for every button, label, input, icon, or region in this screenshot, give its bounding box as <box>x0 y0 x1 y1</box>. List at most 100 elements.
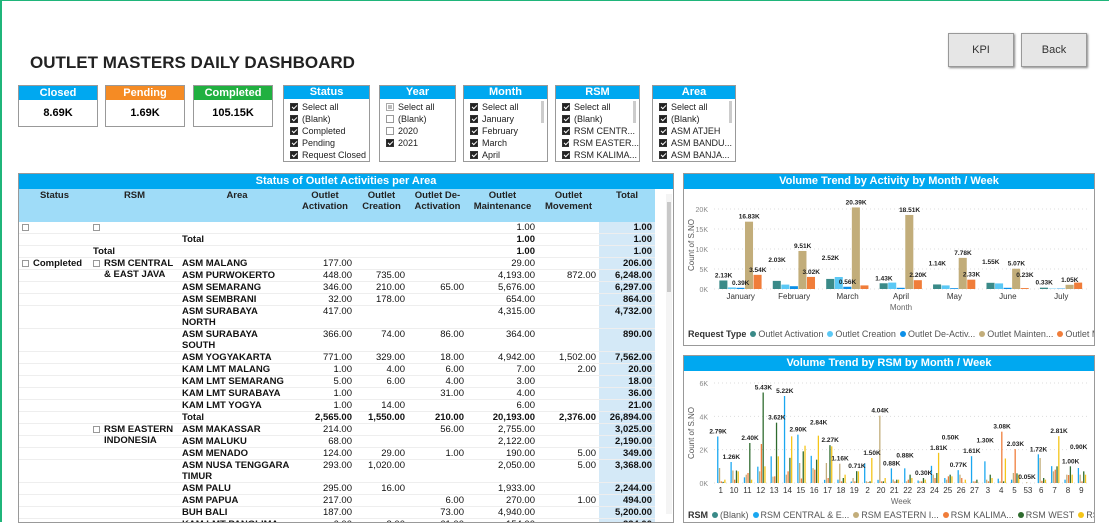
slicer-option[interactable]: (Blank) <box>556 113 639 125</box>
slicer-option[interactable]: Select all <box>380 101 455 113</box>
bar-rsm-central-east-java <box>851 482 852 484</box>
slicer-option[interactable]: (Blank) <box>284 113 369 125</box>
slicer-option[interactable]: Select all <box>464 101 547 113</box>
collapse-icon[interactable] <box>93 260 100 267</box>
checkbox-icon[interactable] <box>386 139 394 147</box>
checkbox-icon[interactable] <box>470 139 478 147</box>
table-cell: 5.00 <box>295 376 355 388</box>
cell-text: 187.00 <box>323 507 352 518</box>
legend-item[interactable]: RSM KALIMA... <box>939 510 1014 520</box>
column-header[interactable]: Outlet Movement <box>538 189 599 222</box>
legend-item[interactable]: (Blank) <box>708 510 749 520</box>
table-scrollbar[interactable] <box>666 194 672 514</box>
x-tick-label: 26 <box>957 486 966 495</box>
checkbox-icon[interactable] <box>290 103 298 111</box>
slicer-option[interactable]: Completed <box>284 125 369 137</box>
legend-item[interactable]: RSM WEST <box>1014 510 1075 520</box>
slicer-option[interactable]: RSM KALIMA... <box>556 149 639 161</box>
slicer-option[interactable]: April <box>464 149 547 161</box>
legend-item[interactable]: Outlet Mainten... <box>975 329 1053 339</box>
option-label: March <box>482 137 507 149</box>
checkbox-icon[interactable] <box>562 115 570 123</box>
y-tick-label: 20K <box>696 207 709 214</box>
slicer-option[interactable]: RSM CENTR... <box>556 125 639 137</box>
checkbox-icon[interactable] <box>562 127 570 135</box>
bar-rsm-central-east-java <box>1038 454 1039 483</box>
legend-item[interactable]: Outlet Mov... <box>1053 329 1095 339</box>
checkbox-icon[interactable] <box>470 115 478 123</box>
column-header[interactable]: Outlet Creation <box>355 189 408 222</box>
checkbox-icon[interactable] <box>659 139 667 147</box>
slicer-option[interactable]: March <box>464 137 547 149</box>
checkbox-icon[interactable] <box>659 103 667 111</box>
column-header[interactable]: Status <box>19 189 90 222</box>
collapse-icon[interactable] <box>22 260 29 267</box>
y-tick-label: 6K <box>699 381 708 388</box>
legend-item[interactable]: RSM CENTRAL & E... <box>749 510 850 520</box>
legend-item[interactable]: Outlet Activation <box>746 329 823 339</box>
column-header[interactable]: Outlet De-Activation <box>408 189 467 222</box>
slicer-option[interactable]: Pending <box>284 137 369 149</box>
column-header[interactable]: Outlet Maintenance <box>467 189 538 222</box>
kpi-button[interactable]: KPI <box>948 33 1014 67</box>
table-cell: 32.00 <box>295 294 355 306</box>
legend-dot-icon <box>1057 331 1063 337</box>
slicer-option[interactable]: ASM ATJEH <box>653 125 735 137</box>
checkbox-icon[interactable] <box>562 139 569 147</box>
bar-rsm-west-java <box>1058 436 1059 483</box>
slicer-option[interactable]: (Blank) <box>653 113 735 125</box>
table-cell <box>355 222 408 234</box>
slicer-option[interactable]: Select all <box>653 101 735 113</box>
collapse-icon[interactable] <box>93 426 100 433</box>
column-header[interactable]: Outlet Activation <box>295 189 355 222</box>
checkbox-icon[interactable] <box>562 103 570 111</box>
slicer-option[interactable]: (Blank) <box>380 113 455 125</box>
bar-rsm-kalimantan <box>948 476 949 483</box>
x-tick-label: 10 <box>730 486 739 495</box>
collapse-icon[interactable] <box>22 224 29 231</box>
slicer-option[interactable]: Request Closed <box>284 149 369 161</box>
slicer-option[interactable]: ASM BANDU... <box>653 137 735 149</box>
checkbox-icon[interactable] <box>290 139 298 147</box>
checkbox-icon[interactable] <box>659 115 667 123</box>
slicer-option[interactable]: ASM BANJA... <box>653 149 735 161</box>
checkbox-icon[interactable] <box>290 127 298 135</box>
checkbox-icon[interactable] <box>470 151 478 159</box>
checkbox-icon[interactable] <box>659 151 667 159</box>
checkbox-icon[interactable] <box>470 127 478 135</box>
column-header[interactable]: Total <box>599 189 655 222</box>
legend-dot-icon <box>827 331 833 337</box>
slicer-option[interactable]: February <box>464 125 547 137</box>
checkbox-icon[interactable] <box>290 151 298 159</box>
slicer-scrollbar[interactable] <box>541 101 544 123</box>
bar-rsm-kalimantan <box>747 473 748 483</box>
legend-item[interactable]: RSM EASTERN I... <box>849 510 939 520</box>
slicer-option[interactable]: Select all <box>284 101 369 113</box>
column-header[interactable]: RSM <box>90 189 179 222</box>
cell-text: 73.00 <box>440 507 464 518</box>
slicer-scrollbar[interactable] <box>633 101 636 123</box>
slicer-option[interactable]: RSM EASTER... <box>556 137 639 149</box>
slicer-option[interactable]: 2020 <box>380 125 455 137</box>
checkbox-icon[interactable] <box>290 115 298 123</box>
checkbox-icon[interactable] <box>386 115 394 123</box>
slicer-scrollbar[interactable] <box>729 101 732 123</box>
checkbox-icon[interactable] <box>562 151 570 159</box>
checkbox-icon[interactable] <box>386 103 394 111</box>
legend-item[interactable]: RSM WEST J... <box>1074 510 1095 520</box>
collapse-icon[interactable] <box>93 224 100 231</box>
bar-rsm-west-java <box>898 480 899 483</box>
checkbox-icon[interactable] <box>470 103 478 111</box>
checkbox-icon[interactable] <box>659 127 667 135</box>
legend-item[interactable]: Outlet Creation <box>823 329 896 339</box>
checkbox-icon[interactable] <box>386 127 394 135</box>
cell-text: KAM LMT SEMARANG <box>182 376 284 387</box>
option-label: 2021 <box>398 137 418 149</box>
slicer-option[interactable]: 2021 <box>380 137 455 149</box>
column-header[interactable]: Area <box>179 189 295 222</box>
bar-rsm-central-east-java <box>984 461 985 483</box>
slicer-option[interactable]: January <box>464 113 547 125</box>
back-button[interactable]: Back <box>1021 33 1087 67</box>
slicer-option[interactable]: Select all <box>556 101 639 113</box>
legend-item[interactable]: Outlet De-Activ... <box>896 329 975 339</box>
